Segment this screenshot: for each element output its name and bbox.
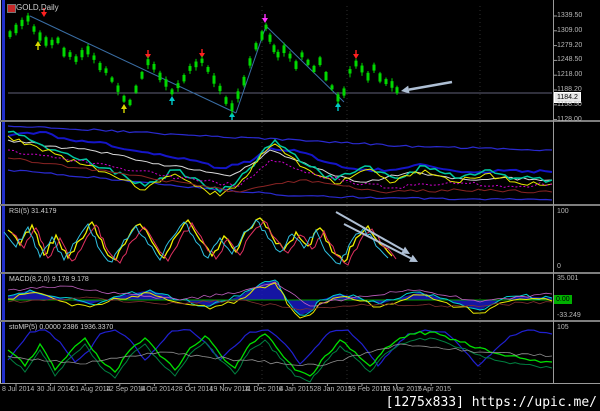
time-axis-line [0,383,600,384]
indicator2-panel [7,125,553,201]
macd-scale-bottom: -33.249 [557,312,581,319]
time-axis-label: 19 Feb 2015 [348,386,388,393]
sto-indicator-label: stoMP(5) 0.0000 2386 1936.3370 [9,324,114,331]
up-arrow-icon [35,41,41,50]
price-axis-label: 1339.50 [557,12,583,19]
macd-scale-top: 35.001 [557,275,579,282]
sto-panel [7,328,553,383]
window-left-edge [0,0,1,383]
time-axis-label: 13 Mar 2015 [382,386,422,393]
up-arrow-icon [335,102,341,111]
panel-separator[interactable] [0,204,600,206]
down-arrow-icon [199,49,205,58]
time-axis-label: 6 Jan 2015 [278,386,314,393]
rsi-panel [3,211,418,266]
grid-lines [261,6,481,383]
down-arrow-icon [353,50,359,59]
time-axis-label: 7 Apr 2015 [417,386,452,393]
chart-left-blue-bar [2,0,5,383]
price-axis-label: 1248.50 [557,56,583,64]
annotation-arrow-icon[interactable] [335,211,410,254]
panel-separator[interactable] [0,120,600,122]
watermark-text: [1275x833] https://upic.me/ [385,395,597,410]
time-axis-label: 28 Oct 2014 [175,386,214,393]
rsi-indicator-label: RSI(5) 31.4179 [9,208,57,215]
annotation-arrow-icon[interactable] [401,80,453,94]
price-axis-label: 1309.00 [557,26,583,34]
time-axis-label: 12 Sep 2014 [105,386,146,393]
time-axis-label: 19 Nov 2014 [209,386,250,393]
time-axis-label: 6 Oct 2014 [140,386,175,393]
up-arrow-icon [169,96,175,105]
rsi-scale-bottom: 0 [557,263,561,270]
time-axis-label: 21 Aug 2014 [71,386,111,393]
down-arrow-icon [41,8,47,17]
candles[interactable] [8,12,399,115]
time-axis-label: 11 Dec 2014 [244,386,284,393]
price-axis-label: 1188.20 [557,86,582,93]
current-price-badge: 1184.2 [554,92,581,103]
panel-separator[interactable] [0,272,600,274]
macd-panel [7,279,553,319]
price-axis-label: 1218.00 [557,71,583,79]
sto-scale-top: 105 [557,324,569,331]
price-axis-label: 1158.50 [557,100,582,108]
main-chart [8,8,552,121]
rsi-scale-top: 100 [557,208,569,215]
macd-zero-badge: 0.00 [554,295,572,304]
time-axis-label: 28 Jan 2015 [313,386,352,393]
up-arrow-icon [121,104,127,113]
time-axis-label: 30 Jul 2014 [36,386,73,393]
price-axis-line [553,0,554,383]
price-axis-label: 1279.20 [557,41,583,49]
macd-indicator-label: MACD(8,2,0) 9.178 9.178 [9,276,89,283]
panel-separator[interactable] [0,320,600,322]
chart-window-icon [7,4,16,13]
annotation-arrow-icon[interactable] [343,223,418,262]
chart-title: GOLD,Daily [16,3,59,12]
price-axis-label: 1128.00 [557,115,582,123]
down-arrow-icon [262,14,268,23]
time-axis-label: 8 Jul 2014 [2,386,35,393]
